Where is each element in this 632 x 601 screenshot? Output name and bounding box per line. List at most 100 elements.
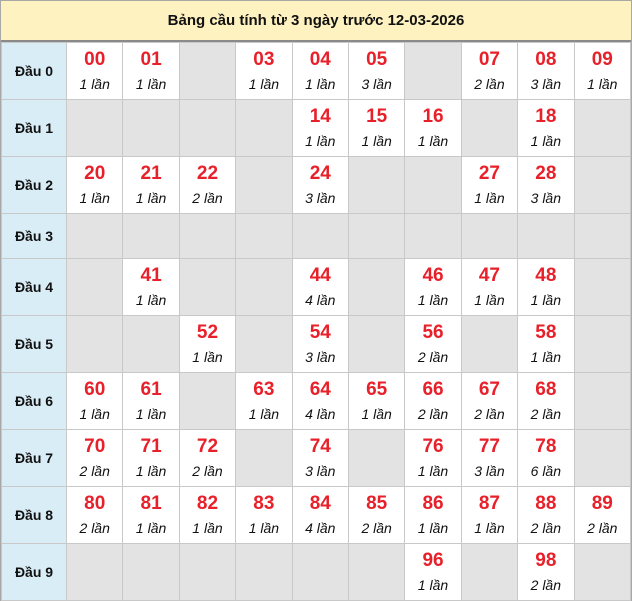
number-cell: 86 1 lần <box>404 486 462 544</box>
lottery-number: 01 <box>140 49 162 70</box>
occurrence-count: 1 lần <box>79 190 110 206</box>
row-label: Đầu 4 <box>1 258 67 316</box>
number-cell: 61 1 lần <box>122 372 180 430</box>
occurrence-count: 6 lần <box>530 463 561 479</box>
lottery-number: 27 <box>478 163 500 184</box>
number-cell: 48 1 lần <box>517 258 575 316</box>
number-cell: 41 1 lần <box>122 258 180 316</box>
lottery-number: 71 <box>140 436 162 457</box>
lottery-number: 88 <box>535 493 557 514</box>
occurrence-count: 2 lần <box>587 520 618 536</box>
lottery-number: 08 <box>535 49 557 70</box>
number-cell: 24 3 lần <box>291 156 349 214</box>
number-cell: 20 1 lần <box>65 156 124 214</box>
empty-cell <box>235 99 293 157</box>
number-cell: 67 2 lần <box>460 372 519 430</box>
lottery-number: 67 <box>478 379 500 400</box>
empty-cell <box>178 543 237 601</box>
lottery-number: 04 <box>309 49 331 70</box>
lottery-number: 21 <box>140 163 162 184</box>
occurrence-count: 2 lần <box>530 520 561 536</box>
occurrence-count: 1 lần <box>417 292 449 308</box>
occurrence-count: 1 lần <box>192 349 223 365</box>
row-label: Đầu 9 <box>1 543 67 601</box>
head-number-table: Đầu 0 00 1 lần 01 1 lần 03 1 lần 04 1 lần 05 3 lần… <box>1 42 632 601</box>
occurrence-count: 2 lần <box>417 406 449 422</box>
lottery-number: 82 <box>196 493 219 514</box>
occurrence-count: 1 lần <box>135 520 167 536</box>
number-cell: 44 4 lần <box>291 258 349 316</box>
lottery-number: 24 <box>309 163 331 184</box>
occurrence-count: 4 lần <box>305 406 336 422</box>
lottery-number: 20 <box>84 163 106 184</box>
empty-cell <box>347 543 406 601</box>
occurrence-count: 1 lần <box>305 76 336 92</box>
occurrence-count: 2 lần <box>79 520 110 536</box>
occurrence-count: 1 lần <box>248 520 280 536</box>
number-cell: 85 2 lần <box>347 486 406 544</box>
empty-cell <box>404 42 462 100</box>
empty-cell <box>178 258 237 316</box>
row-label: Đầu 2 <box>1 156 67 214</box>
occurrence-count: 1 lần <box>248 406 280 422</box>
occurrence-count: 3 lần <box>305 190 336 206</box>
table-row: Đầu 6 60 1 lần 61 1 lần 63 1 lần 64 4 lần 65 1 lần… <box>1 372 632 430</box>
empty-cell <box>122 213 180 259</box>
occurrence-count: 1 lần <box>474 292 505 308</box>
number-cell: 15 1 lần <box>347 99 406 157</box>
occurrence-count: 1 lần <box>79 76 110 92</box>
empty-cell <box>178 42 237 100</box>
number-cell: 70 2 lần <box>65 429 124 487</box>
number-cell: 89 2 lần <box>573 486 632 544</box>
empty-cell <box>235 429 293 487</box>
empty-cell <box>291 543 349 601</box>
occurrence-count: 1 lần <box>192 520 223 536</box>
lottery-number: 85 <box>366 493 388 514</box>
number-cell: 54 3 lần <box>291 315 349 373</box>
number-cell: 14 1 lần <box>291 99 349 157</box>
empty-cell <box>65 258 124 316</box>
table-row: Đầu 3 <box>1 213 632 259</box>
occurrence-count: 1 lần <box>135 406 167 422</box>
empty-cell <box>573 429 632 487</box>
occurrence-count: 1 lần <box>474 190 505 206</box>
lottery-number: 15 <box>366 106 388 127</box>
number-cell: 63 1 lần <box>235 372 293 430</box>
lottery-number: 03 <box>253 49 275 70</box>
table-row: Đầu 1 14 1 lần 15 1 lần 16 1 lần 18 1 lần <box>1 99 632 157</box>
lottery-number: 76 <box>422 436 444 457</box>
lottery-number: 84 <box>309 493 331 514</box>
empty-cell <box>178 372 237 430</box>
lottery-number: 14 <box>309 106 331 127</box>
number-cell: 88 2 lần <box>517 486 575 544</box>
occurrence-count: 4 lần <box>305 292 336 308</box>
number-cell: 60 1 lần <box>65 372 124 430</box>
lottery-number: 89 <box>591 493 613 514</box>
lottery-number: 28 <box>535 163 557 184</box>
empty-cell <box>178 99 237 157</box>
empty-cell <box>460 99 519 157</box>
empty-cell <box>573 372 632 430</box>
empty-cell <box>65 99 124 157</box>
lottery-number: 41 <box>140 265 162 286</box>
row-label: Đầu 8 <box>1 486 67 544</box>
table-title: Bảng cầu tính từ 3 ngày trước 12-03-2026 <box>1 1 631 42</box>
occurrence-count: 3 lần <box>474 463 505 479</box>
occurrence-count: 1 lần <box>417 577 449 593</box>
number-cell: 56 2 lần <box>404 315 462 373</box>
empty-cell <box>573 258 632 316</box>
lottery-number: 70 <box>84 436 106 457</box>
lottery-number: 68 <box>535 379 557 400</box>
lottery-number: 74 <box>309 436 331 457</box>
number-cell: 00 1 lần <box>65 42 124 100</box>
number-cell: 58 1 lần <box>517 315 575 373</box>
empty-cell <box>347 213 406 259</box>
occurrence-count: 1 lần <box>530 133 561 149</box>
number-cell: 01 1 lần <box>122 42 180 100</box>
row-label: Đầu 6 <box>1 372 67 430</box>
number-cell: 98 2 lần <box>517 543 575 601</box>
empty-cell <box>235 543 293 601</box>
occurrence-count: 4 lần <box>305 520 336 536</box>
lottery-number: 46 <box>422 265 444 286</box>
